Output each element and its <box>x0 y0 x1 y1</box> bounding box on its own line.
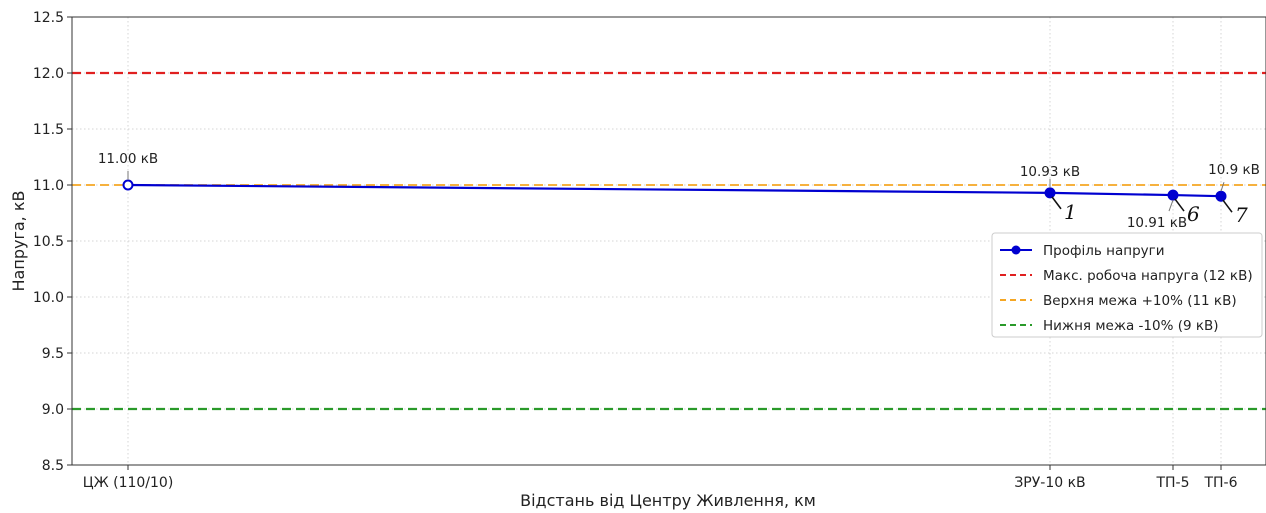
callout-label: 6 <box>1187 202 1200 226</box>
legend-label: Нижня межа -10% (9 кВ) <box>1043 318 1219 334</box>
point-label: 10.93 кВ <box>1020 164 1080 180</box>
y-tick-label: 10.0 <box>33 290 64 306</box>
point-labels: 11.00 кВ 10.93 кВ 10.91 кВ 10.9 кВ <box>98 151 1260 231</box>
series <box>122 179 1227 202</box>
legend-label: Макс. робоча напруга (12 кВ) <box>1043 268 1253 284</box>
legend-label: Верхня межа +10% (11 кВ) <box>1043 293 1237 309</box>
callout-leader <box>1222 199 1233 213</box>
series-line <box>127 183 1222 198</box>
x-tick-label: ЦЖ (110/10) <box>83 475 174 491</box>
x-tick-label: ТП-6 <box>1203 475 1237 491</box>
callouts: 1 6 7 <box>1051 196 1248 227</box>
label-arrow <box>1168 199 1174 212</box>
x-tick-label: ЗРУ-10 кВ <box>1014 475 1085 491</box>
y-tick-label: 12.0 <box>33 66 64 82</box>
point-label: 11.00 кВ <box>98 151 158 167</box>
legend-box <box>991 232 1263 338</box>
y-ticks: 8.5 9.0 9.5 10.0 10.5 11.0 11.5 12.0 12.5 <box>33 10 72 474</box>
y-tick-label: 9.5 <box>42 346 64 362</box>
y-tick-label: 12.5 <box>33 10 64 26</box>
data-point <box>1215 190 1227 202</box>
y-axis-title: Напруга, кВ <box>9 191 28 292</box>
data-point <box>122 179 134 191</box>
point-label: 10.9 кВ <box>1208 162 1260 178</box>
legend-items: Профіль напруги Макс. робоча напруга (12 … <box>1000 243 1253 334</box>
y-tick-label: 11.5 <box>33 122 64 138</box>
y-tick-label: 10.5 <box>33 234 64 250</box>
callout-label: 1 <box>1064 200 1077 224</box>
x-ticks: ЦЖ (110/10) ЗРУ-10 кВ ТП-5 ТП-6 <box>83 465 1238 491</box>
data-point <box>1044 187 1056 199</box>
y-tick-label: 9.0 <box>42 402 64 418</box>
legend-label: Профіль напруги <box>1043 243 1165 259</box>
label-arrow <box>1220 182 1225 192</box>
y-tick-label: 11.0 <box>33 178 64 194</box>
data-point <box>1167 189 1179 201</box>
point-label: 10.91 кВ <box>1127 215 1187 231</box>
legend-marker <box>1011 245 1021 255</box>
y-tick-label: 8.5 <box>42 458 64 474</box>
x-axis-title: Відстань від Центру Живлення, км <box>520 491 816 510</box>
callout-label: 7 <box>1235 203 1248 227</box>
x-tick-label: ТП-5 <box>1155 475 1189 491</box>
legend: Профіль напруги Макс. робоча напруга (12 … <box>991 232 1263 338</box>
reference-lines <box>72 71 1266 411</box>
callout-leader <box>1174 198 1185 212</box>
callout-leader <box>1051 196 1062 210</box>
